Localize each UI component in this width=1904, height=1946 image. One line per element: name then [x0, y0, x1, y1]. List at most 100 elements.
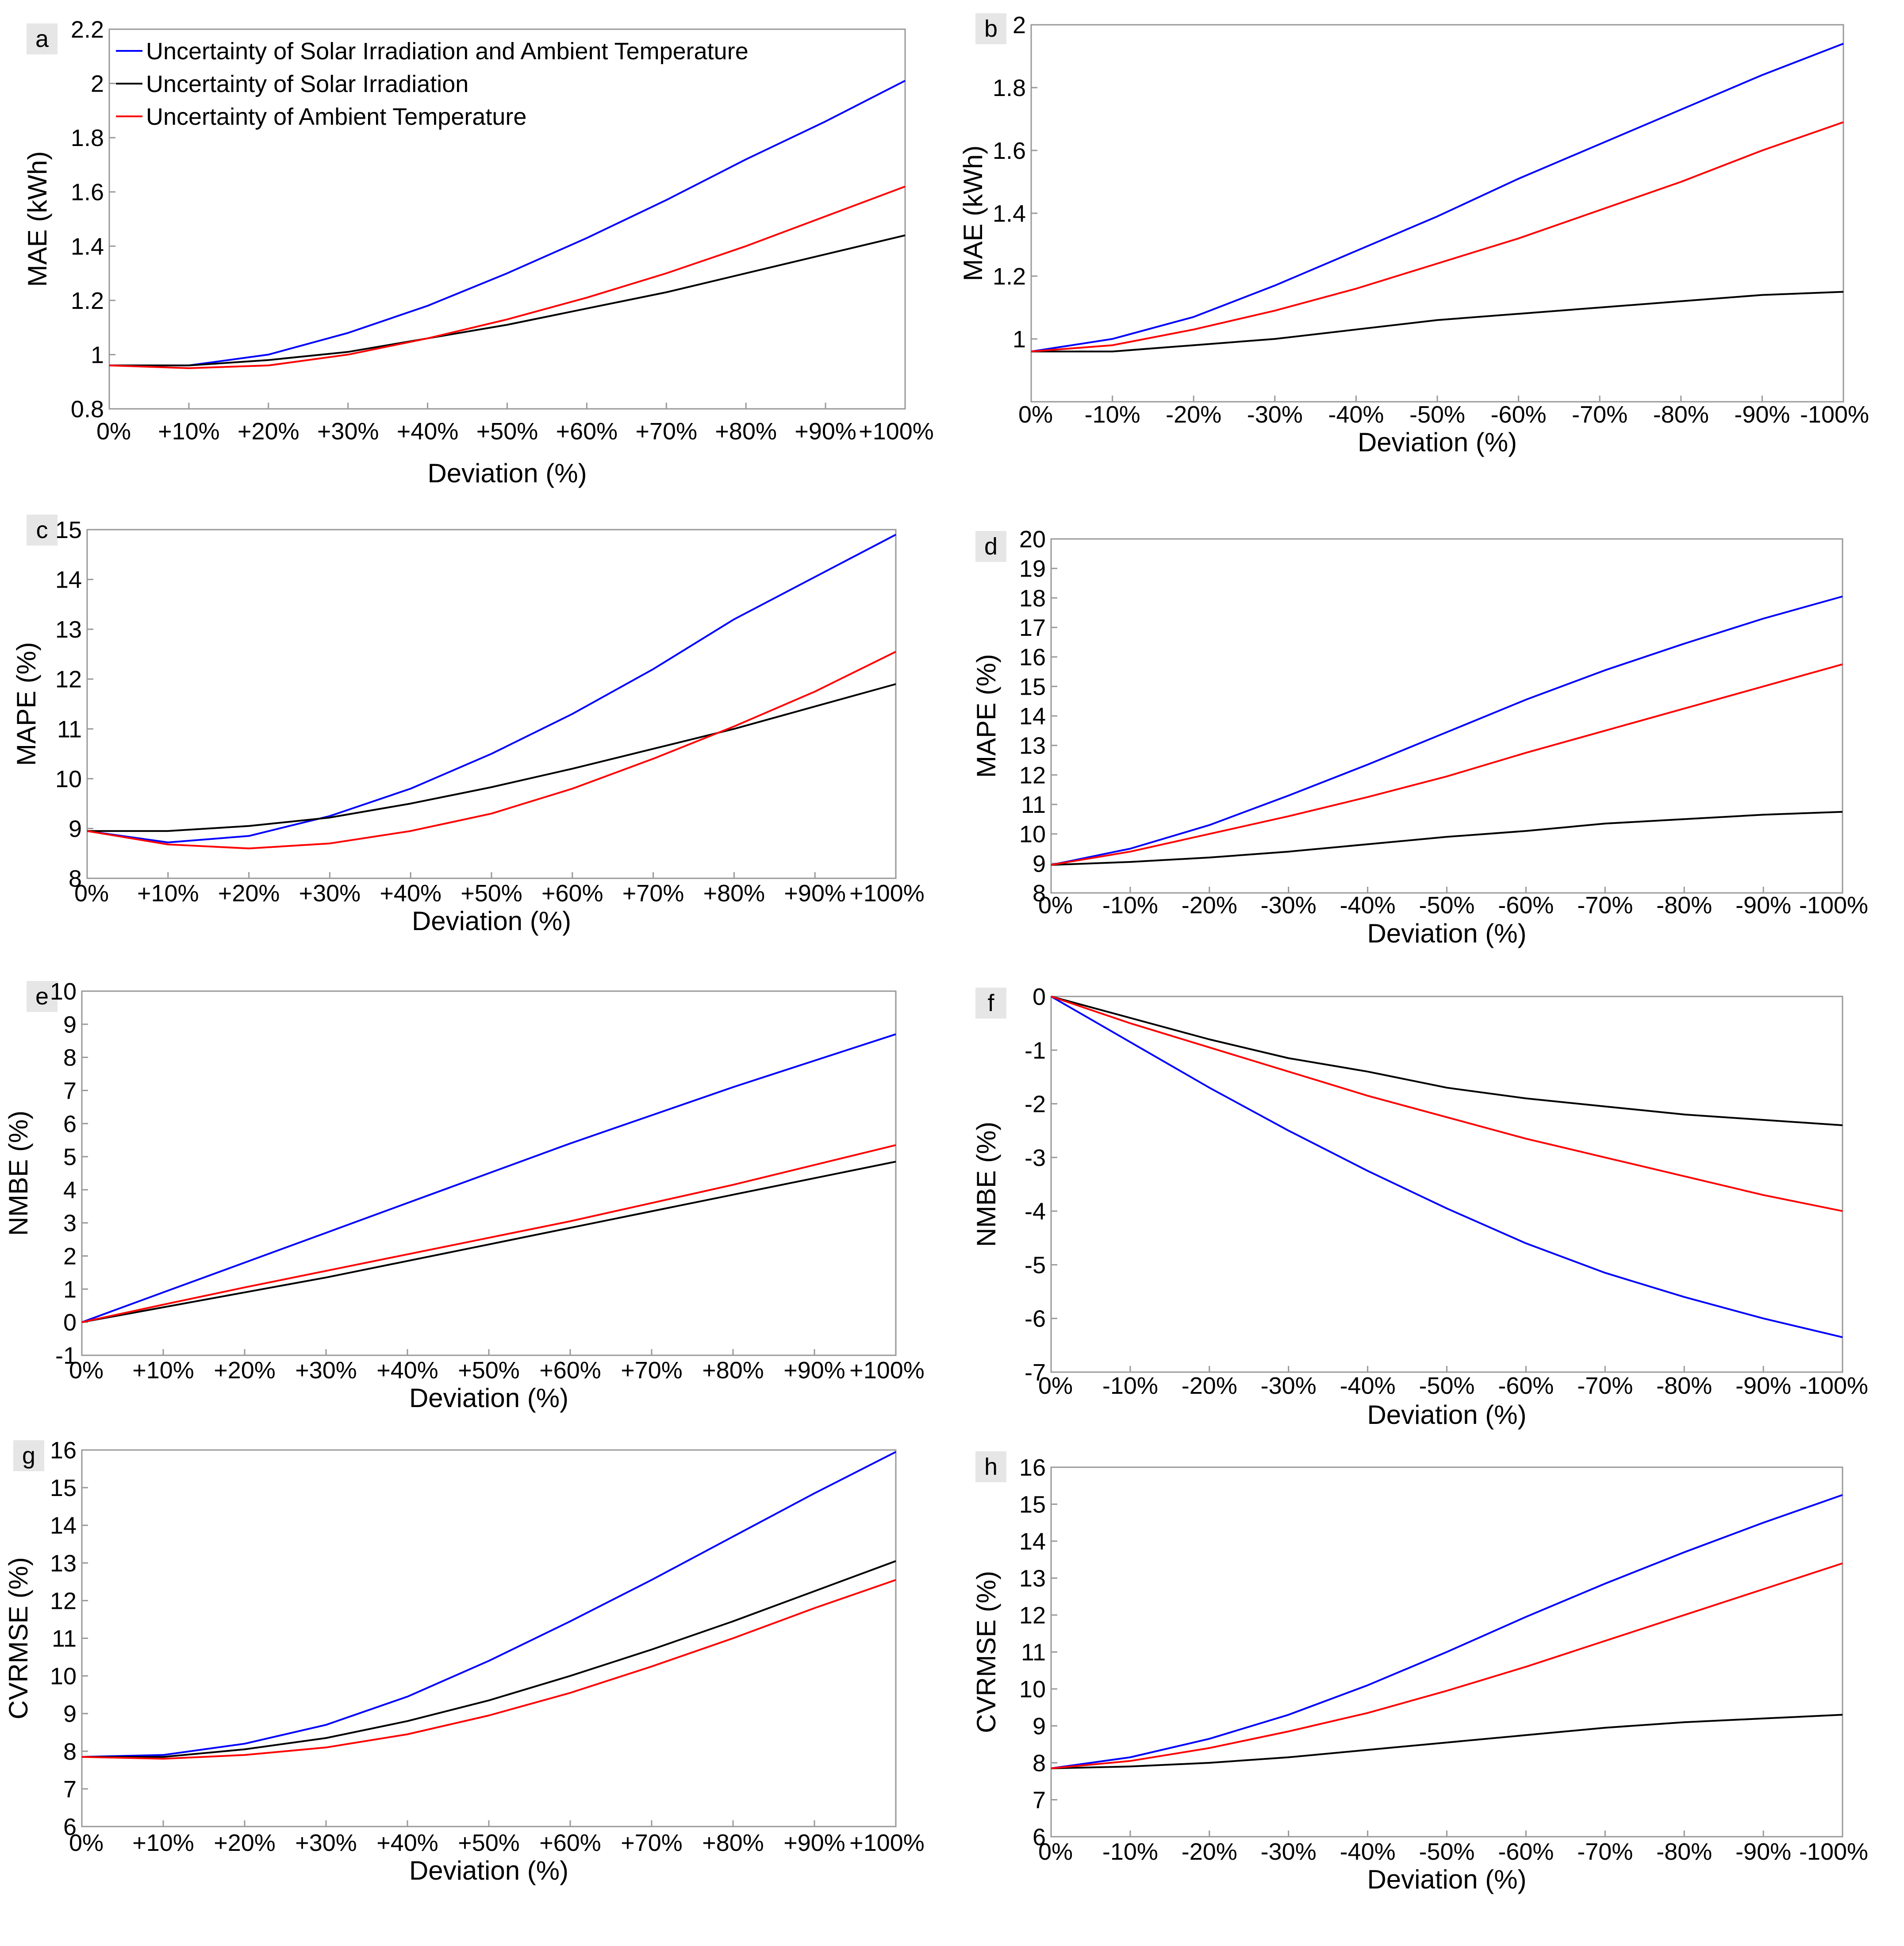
panel-tag: b [975, 13, 1006, 44]
x-tick-label: +20% [218, 880, 280, 907]
x-tick-label: +30% [299, 880, 361, 907]
y-tick-label: 4 [63, 1177, 77, 1204]
x-tick-label: +100% [849, 1830, 925, 1856]
series-line-ambient [1051, 663, 1843, 866]
x-tick-label: +10% [132, 1830, 194, 1856]
x-tick-label: +10% [158, 418, 220, 445]
series-line-combined [109, 80, 906, 366]
series-line-ambient [87, 651, 896, 850]
x-tick-label: 0% [1018, 401, 1053, 428]
y-tick-label: 9 [69, 815, 82, 842]
legend-label-combined: Uncertainty of Solar Irradiation and Amb… [146, 38, 749, 65]
x-tick-label: -40% [1328, 401, 1384, 428]
y-tick-label: 1.8 [71, 125, 104, 151]
x-tick-label: +80% [715, 418, 777, 445]
series-line-combined [1051, 596, 1843, 866]
y-tick-label: 13 [55, 616, 82, 643]
x-tick-label: -30% [1261, 1838, 1317, 1865]
y-tick-label: -1 [55, 1342, 77, 1369]
series-line-solar [1051, 1714, 1843, 1769]
x-tick-label: -10% [1102, 892, 1158, 919]
x-axis-label: Deviation (%) [427, 458, 587, 488]
panel-tag-label: d [984, 533, 998, 560]
y-tick-label: 10 [50, 1663, 77, 1690]
x-tick-label: +100% [849, 880, 925, 907]
y-tick-label: -7 [1025, 1359, 1046, 1386]
panel-tag-box [27, 23, 58, 54]
panel-tag-box [975, 1451, 1006, 1482]
x-tick-label: +30% [295, 1357, 357, 1384]
series-line-solar [87, 683, 896, 832]
panel-tag: h [975, 1451, 1006, 1482]
series-line-combined [1031, 42, 1844, 353]
y-tick-label: 10 [1019, 821, 1046, 848]
x-tick-label: +70% [635, 418, 697, 445]
x-tick-label: -100% [1799, 892, 1868, 919]
x-axis-label: Deviation (%) [409, 1383, 568, 1413]
x-tick-label: +40% [376, 1830, 438, 1856]
y-tick-label: -2 [1025, 1091, 1046, 1118]
panel-tag-label: g [22, 1442, 35, 1469]
x-tick-label: +60% [556, 418, 618, 445]
y-tick-label: 8 [63, 1045, 77, 1071]
y-tick-label: 1.6 [993, 138, 1026, 164]
y-tick-label: 2.2 [71, 16, 104, 43]
y-tick-label: 8 [69, 865, 82, 892]
y-axis-label: NMBE (%) [971, 1122, 1001, 1247]
x-tick-label: -10% [1085, 401, 1140, 428]
y-tick-label: 14 [1019, 1528, 1046, 1555]
series-line-ambient [1051, 996, 1843, 1212]
x-tick-label: -80% [1653, 401, 1709, 428]
panel-tag-label: c [36, 517, 48, 543]
series-line-ambient [81, 1144, 896, 1323]
x-tick-label: -20% [1182, 1838, 1237, 1865]
y-tick-label: 17 [1019, 615, 1046, 641]
x-tick-label: -60% [1491, 401, 1547, 428]
x-axis-label: Deviation (%) [1367, 919, 1526, 948]
y-tick-label: 20 [1019, 526, 1046, 553]
y-tick-label: 6 [63, 1111, 77, 1137]
y-tick-label: -6 [1025, 1306, 1046, 1332]
y-tick-label: -1 [1025, 1037, 1046, 1064]
y-tick-label: 5 [63, 1144, 77, 1170]
y-axis-label: CVRMSE (%) [971, 1571, 1001, 1733]
y-tick-label: -3 [1025, 1145, 1046, 1171]
x-tick-label: -30% [1247, 401, 1303, 428]
x-tick-label: -10% [1102, 1838, 1158, 1865]
panel-tag-label: b [984, 15, 998, 42]
x-tick-label: +100% [859, 418, 934, 445]
x-tick-label: -10% [1102, 1373, 1158, 1399]
series-line-ambient [1051, 1562, 1843, 1769]
x-tick-label: -100% [1800, 401, 1869, 428]
series-line-combined [81, 1033, 896, 1323]
x-tick-label: -50% [1419, 1838, 1474, 1865]
panel-b: b 1 1.2 1.4 1.6 1.8 2 0% -10% -20% -30% -40% -50% -60… [958, 12, 1869, 457]
series-line-solar [1031, 291, 1844, 353]
panel-tag: a [27, 23, 58, 54]
y-tick-label: 19 [1019, 556, 1046, 582]
series-line-solar [109, 234, 906, 366]
y-tick-label: 1 [91, 342, 104, 368]
y-tick-label: 16 [1019, 644, 1046, 671]
x-tick-label: +90% [783, 1357, 845, 1384]
x-tick-label: +50% [461, 880, 522, 907]
x-tick-label: -20% [1182, 1373, 1237, 1399]
panel-c: c 8 9 10 11 12 13 14 15 0% +10% +20% +30% +40% +50% +60… [12, 515, 925, 936]
x-tick-label: +90% [783, 1830, 845, 1856]
x-tick-label: -40% [1340, 1838, 1396, 1865]
x-axis-label: Deviation (%) [1358, 427, 1517, 457]
y-tick-label: 15 [1019, 673, 1046, 700]
x-tick-label: -100% [1799, 1373, 1868, 1399]
y-tick-label: 11 [1021, 792, 1046, 818]
y-tick-label: -5 [1025, 1252, 1046, 1278]
panel-tag-box [27, 515, 58, 546]
panel-a: a 0.8 1 1.2 1.4 1.6 1.8 2 2.2 0% +10% +20% +30% +40% +… [23, 16, 934, 488]
y-tick-label: 9 [1033, 850, 1046, 877]
x-tick-label: 0% [69, 1357, 104, 1384]
y-tick-label: 1.4 [71, 233, 104, 260]
legend: Uncertainty of Solar Irradiation and Amb… [116, 38, 749, 130]
x-tick-label: -50% [1419, 892, 1474, 919]
y-tick-label: 11 [1021, 1639, 1046, 1666]
panel-tag: c [27, 515, 58, 546]
x-tick-label: +100% [849, 1357, 925, 1384]
